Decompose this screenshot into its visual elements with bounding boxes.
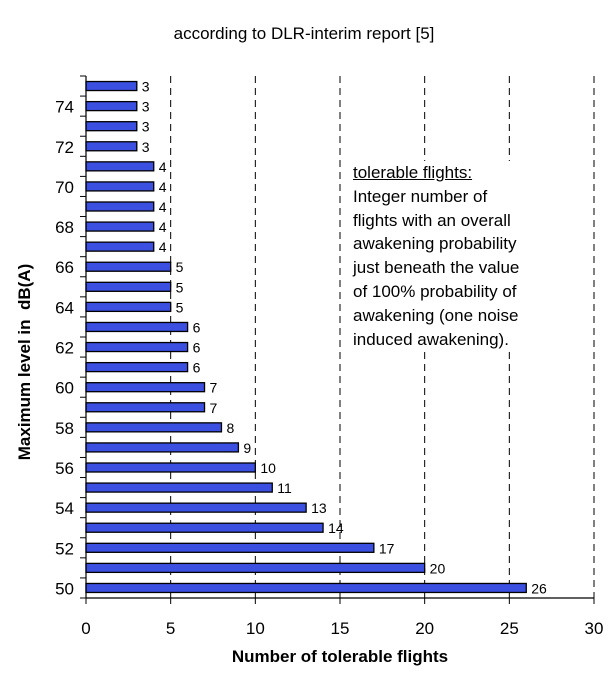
data-label: 5: [176, 279, 184, 295]
data-label: 9: [243, 440, 251, 456]
bar: [85, 261, 172, 272]
bar: [85, 402, 206, 413]
bar: [85, 422, 223, 433]
data-label: 8: [226, 420, 234, 436]
y-tick-label: 74: [55, 98, 74, 117]
data-label: 4: [159, 219, 167, 235]
y-tick-label: 70: [55, 178, 74, 197]
bar: [85, 141, 138, 152]
bar: [85, 221, 155, 232]
data-label: 20: [430, 560, 446, 576]
annotation-box: tolerable flights: Integer number of fli…: [353, 161, 593, 352]
data-label: 5: [176, 299, 184, 315]
bar: [85, 382, 206, 393]
bar: [85, 482, 273, 493]
bar: [85, 301, 172, 313]
bar: [85, 582, 527, 594]
x-tick-label: 15: [331, 619, 350, 638]
data-label: 26: [531, 580, 547, 596]
y-tick-label: 52: [55, 539, 74, 558]
y-tick-label: 50: [55, 579, 74, 598]
bar: [85, 241, 155, 252]
bar: [85, 100, 138, 112]
x-tick-label: 5: [166, 619, 175, 638]
y-tick-label: 54: [55, 499, 74, 518]
y-axis-label: Maximum level in dB(A): [15, 263, 34, 461]
bar: [85, 341, 189, 353]
bar: [85, 462, 256, 473]
bar: [85, 121, 138, 132]
y-tick-label: 60: [55, 379, 74, 398]
x-tick-label: 20: [415, 619, 434, 638]
data-label: 6: [193, 360, 201, 376]
data-label: 3: [142, 79, 150, 95]
y-tick-label: 66: [55, 258, 74, 277]
bar: [85, 161, 155, 172]
bar: [85, 361, 189, 373]
y-tick-label: 58: [55, 419, 74, 438]
x-tick-label: 30: [585, 619, 604, 638]
bar: [85, 502, 307, 513]
data-label: 3: [142, 99, 150, 115]
annotation-line: awakening probability: [353, 234, 517, 254]
annotation-line: Integer number of: [353, 186, 488, 206]
x-tick-label: 10: [246, 619, 265, 638]
annotation-line: awakening (one noise: [353, 305, 519, 325]
data-label: 6: [193, 340, 201, 356]
data-label: 17: [379, 540, 395, 556]
y-tick-label: 64: [55, 298, 74, 317]
data-label: 7: [210, 400, 218, 416]
bar: [85, 442, 240, 453]
data-label: 7: [210, 380, 218, 396]
y-tick-label: 68: [55, 218, 74, 237]
data-label: 3: [142, 139, 150, 155]
x-tick-label: 0: [81, 619, 90, 638]
annotation-line: of 100% probability of: [353, 281, 517, 301]
y-tick-label: 56: [55, 459, 74, 478]
bar: [85, 321, 189, 333]
annotation-line: flights with an overall: [353, 210, 511, 230]
data-label: 11: [277, 480, 292, 496]
data-label: 4: [159, 159, 167, 175]
data-label: 14: [328, 520, 344, 536]
data-label: 4: [159, 199, 167, 215]
y-tick-label: 62: [55, 339, 74, 358]
bar: [85, 562, 426, 574]
data-label: 4: [159, 239, 167, 255]
bar: [85, 522, 324, 533]
bar: [85, 281, 172, 292]
data-label: 5: [176, 259, 184, 275]
bar: [85, 80, 138, 92]
bar: [85, 201, 155, 212]
bar: [85, 542, 375, 553]
y-tick-label: 72: [55, 138, 74, 157]
data-label: 6: [193, 319, 201, 335]
x-tick-label: 25: [500, 619, 519, 638]
x-axis-label: Number of tolerable flights: [231, 647, 449, 666]
bar: [85, 181, 155, 192]
data-label: 4: [159, 179, 167, 195]
chart-title: according to DLR-interim report [5]: [173, 24, 435, 43]
data-label: 10: [260, 460, 276, 476]
data-label: 3: [142, 119, 150, 135]
annotation-line: induced awakening).: [353, 329, 509, 349]
data-label: 13: [311, 500, 327, 516]
annotation-title: tolerable flights:: [353, 163, 473, 182]
annotation-line: just beneath the value: [353, 258, 520, 278]
